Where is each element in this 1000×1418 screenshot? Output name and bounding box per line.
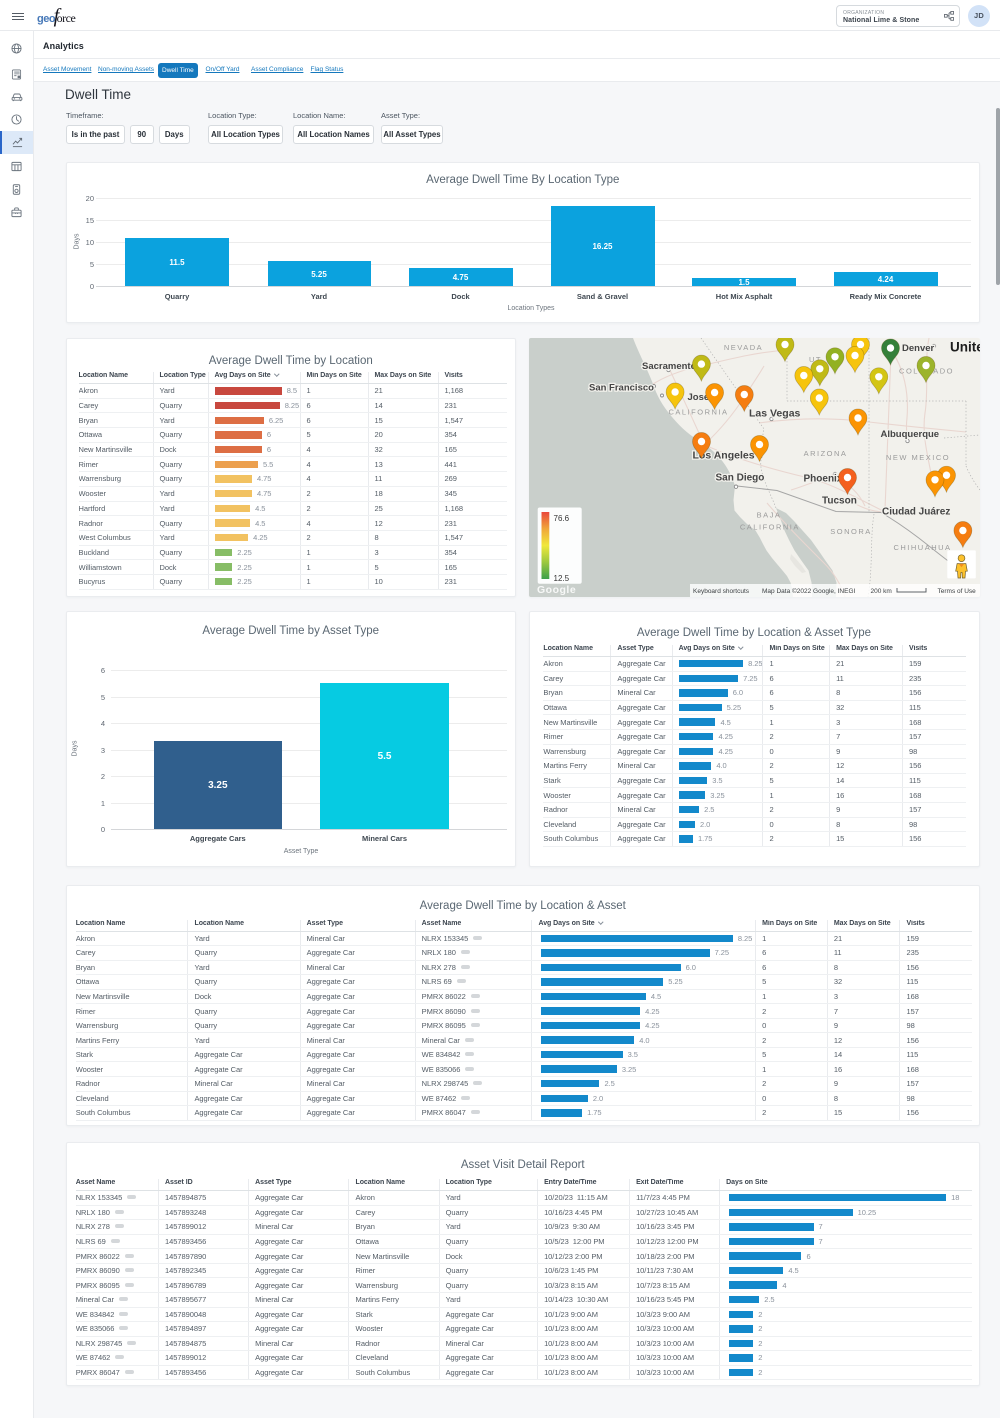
svg-text:76.6: 76.6 xyxy=(553,514,569,523)
svg-text:UT: UT xyxy=(809,355,822,364)
svg-text:Ciudad Juárez: Ciudad Juárez xyxy=(882,506,950,517)
svg-text:Los Angeles: Los Angeles xyxy=(692,449,754,461)
svg-text:United: United xyxy=(950,339,980,354)
svg-text:Las Vegas: Las Vegas xyxy=(749,407,801,419)
svg-text:Sacramento: Sacramento xyxy=(642,361,697,372)
svg-text:Albuquerque: Albuquerque xyxy=(880,429,939,440)
svg-text:200 km: 200 km xyxy=(870,588,891,595)
svg-text:SONORA: SONORA xyxy=(830,527,872,536)
svg-text:ARIZONA: ARIZONA xyxy=(803,449,847,458)
svg-text:CALIFORNIA: CALIFORNIA xyxy=(668,407,728,416)
svg-text:NEW MEXICO: NEW MEXICO xyxy=(885,453,949,462)
svg-text:San Francisco: San Francisco xyxy=(589,382,654,393)
svg-text:Jose: Jose xyxy=(687,392,709,403)
svg-text:Google: Google xyxy=(537,584,576,596)
svg-text:NEVADA: NEVADA xyxy=(723,343,762,352)
svg-text:12.5: 12.5 xyxy=(553,574,569,583)
svg-text:BAJA: BAJA xyxy=(756,510,781,519)
svg-text:Terms of Use: Terms of Use xyxy=(937,588,976,595)
svg-text:Keyboard shortcuts: Keyboard shortcuts xyxy=(693,588,750,595)
svg-text:Tucson: Tucson xyxy=(822,495,857,506)
svg-text:San Diego: San Diego xyxy=(715,472,764,483)
svg-text:Denver: Denver xyxy=(902,343,935,354)
svg-text:Phoenix: Phoenix xyxy=(803,473,842,484)
svg-text:CALIFORNIA: CALIFORNIA xyxy=(739,522,799,531)
svg-text:Map Data ©2022 Google, INEGI: Map Data ©2022 Google, INEGI xyxy=(762,587,856,595)
svg-text:CHIHUAHUA: CHIHUAHUA xyxy=(893,543,951,552)
